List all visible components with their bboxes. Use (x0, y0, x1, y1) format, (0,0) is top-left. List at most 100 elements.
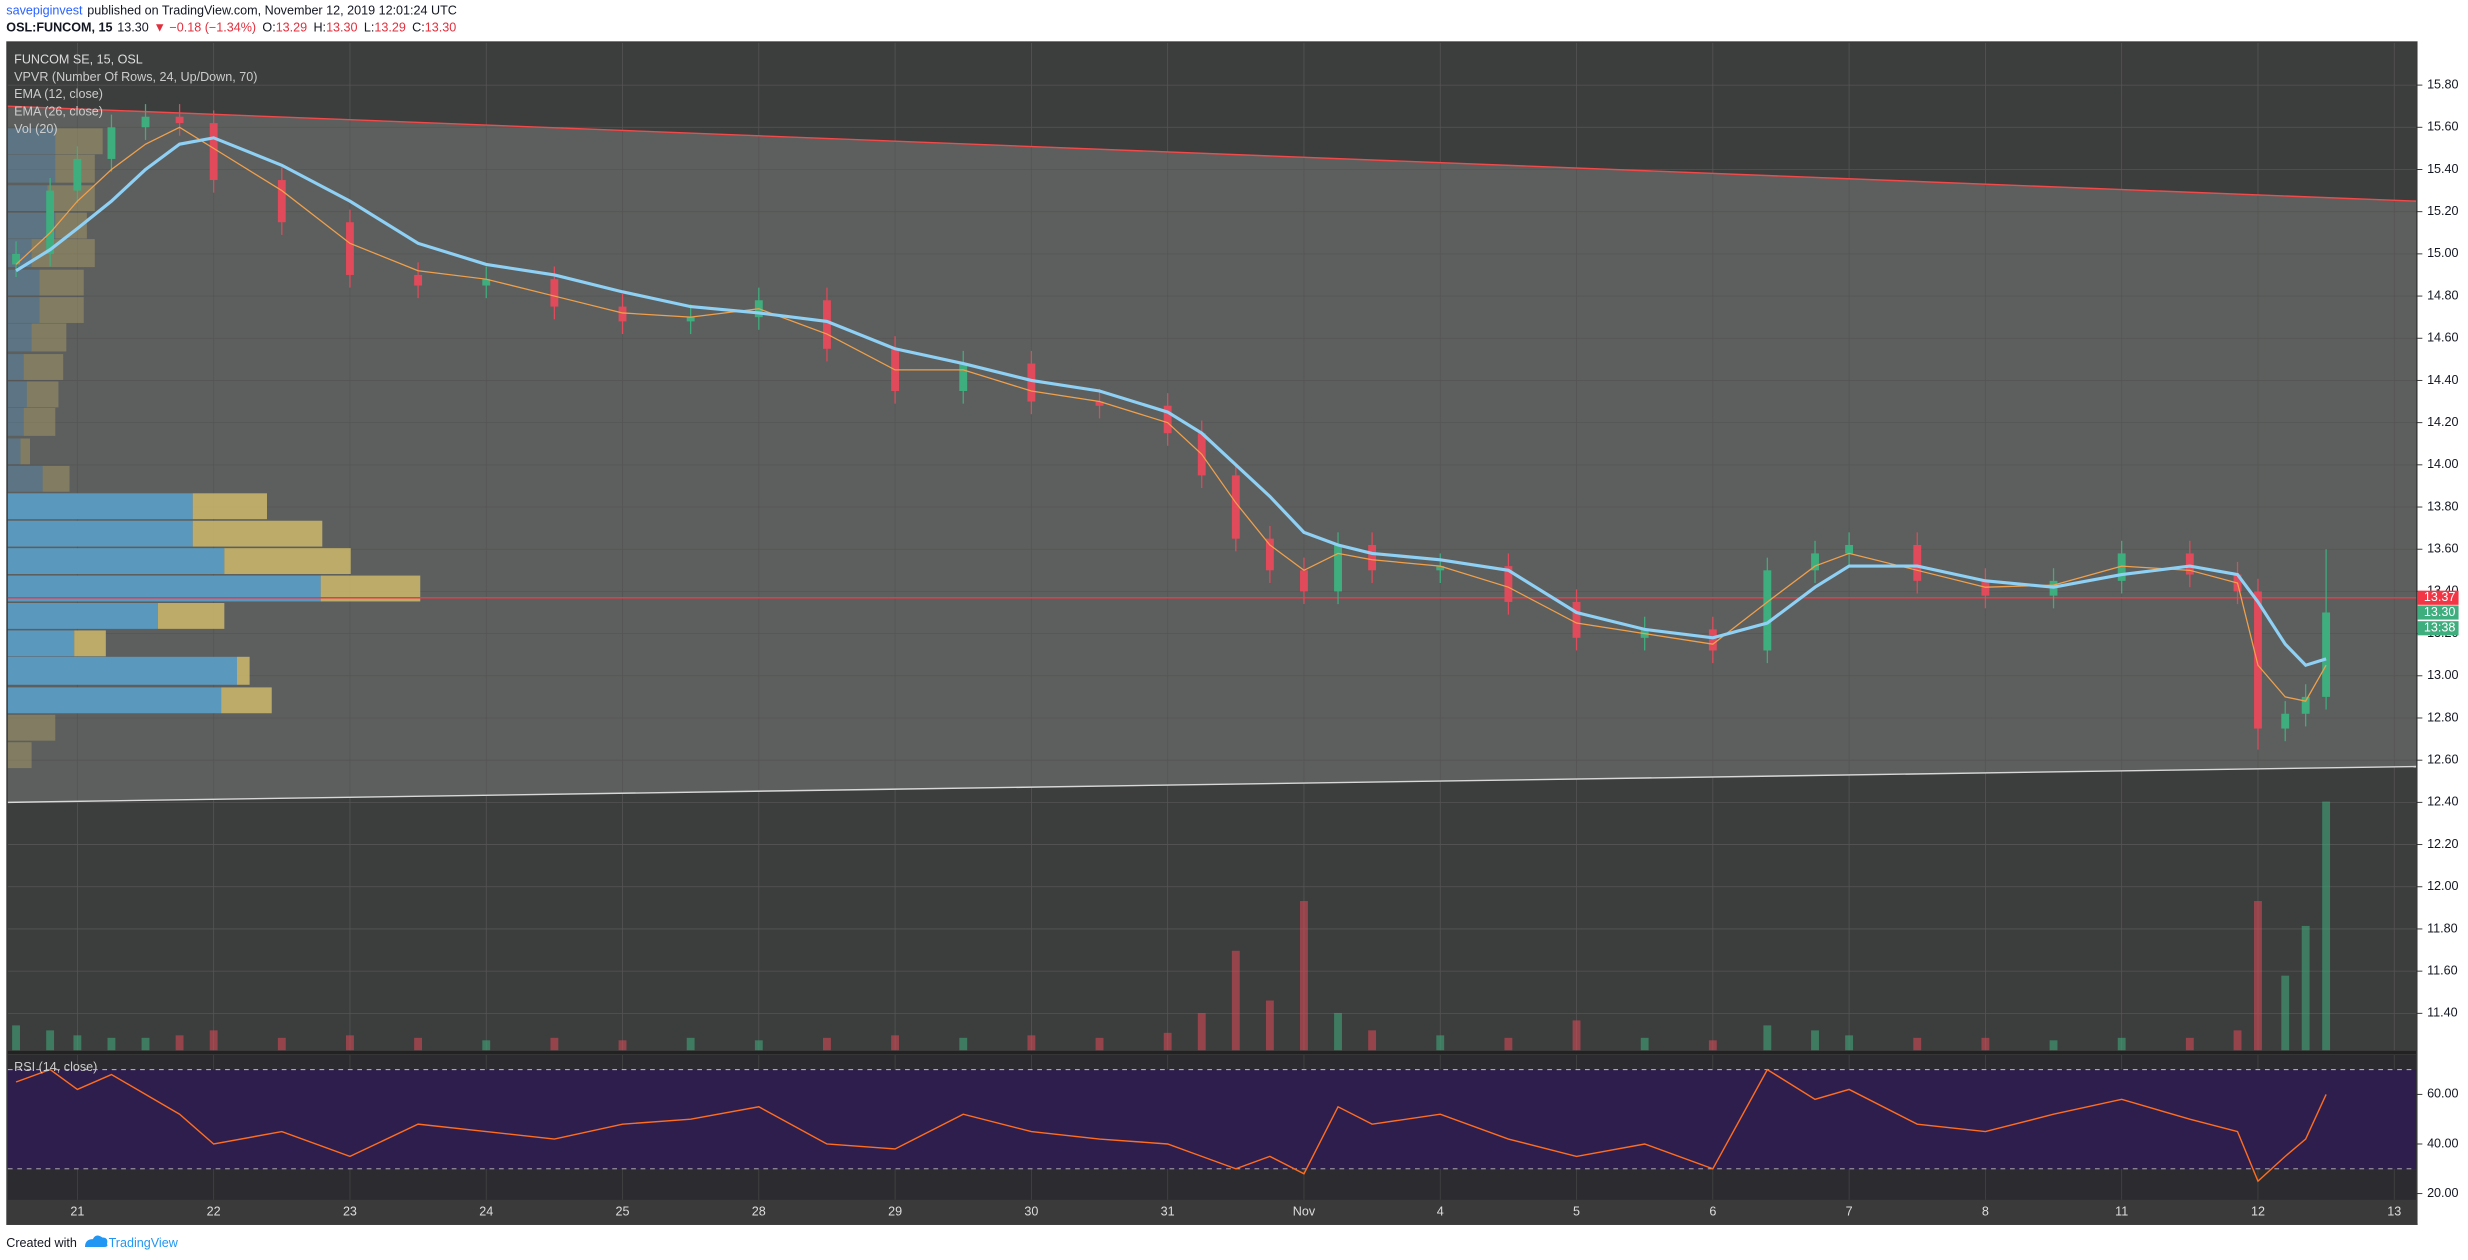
volume-bar (73, 1035, 82, 1051)
volume-bar (1027, 1035, 1036, 1051)
y-tick-label: 11.40 (2427, 1006, 2458, 1020)
x-tick-label: 21 (70, 1205, 84, 1219)
volume-bar (2117, 1037, 2126, 1051)
y-tick-label: 12.60 (2427, 753, 2458, 767)
vpvr-up (7, 297, 40, 323)
volume-bar (1708, 1040, 1717, 1051)
candle-body (1572, 601, 1581, 638)
candle-body (141, 116, 150, 128)
vpvr-down (7, 742, 32, 769)
y-tick-label: 12.20 (2427, 837, 2458, 851)
candle-body (2322, 612, 2331, 697)
volume-bar (107, 1037, 116, 1051)
candle-body (1231, 475, 1240, 539)
candle-body (107, 127, 116, 159)
y-tick-label: 11.60 (2427, 963, 2458, 977)
rsi-tick-label: 60.00 (2427, 1087, 2458, 1101)
candle-body (1436, 566, 1445, 571)
header-line: OSL:FUNCOM, 15 13.30 ▼ −0.18 (−1.34%) O:13.… (6, 21, 456, 35)
x-tick-label: 23 (343, 1205, 357, 1219)
x-tick-label: 13 (2387, 1205, 2401, 1219)
vpvr-up (7, 354, 24, 380)
volume-bar (754, 1040, 763, 1051)
vpvr-up (7, 407, 24, 436)
x-tick-label: 7 (1846, 1205, 1853, 1219)
legend-entry: EMA (12, close) (14, 87, 103, 101)
y-tick-label: 15.60 (2427, 120, 2458, 134)
volume-bar (823, 1037, 831, 1051)
volume-bar (1334, 1012, 1342, 1051)
x-tick-label: 11 (2115, 1205, 2128, 1219)
volume-bar (277, 1037, 286, 1051)
volume-bar (1640, 1037, 1649, 1051)
vpvr-up (7, 269, 40, 296)
vpvr-down (23, 354, 64, 380)
candle-body (1334, 544, 1342, 592)
y-tick-label: 15.20 (2427, 204, 2458, 218)
volume-bar (2185, 1037, 2194, 1051)
x-tick-label: 31 (1161, 1205, 1175, 1219)
volume-bar (12, 1025, 20, 1051)
y-tick-label: 14.00 (2427, 457, 2458, 471)
countdown: 13:38 (2424, 621, 2455, 635)
y-tick-label: 13.60 (2427, 542, 2458, 556)
y-tick-label: 15.00 (2427, 246, 2458, 260)
vpvr-down (192, 493, 267, 520)
volume-bar (891, 1035, 900, 1051)
volume-bar (346, 1035, 354, 1051)
rsi-line (15, 1068, 2327, 1183)
ema-line (15, 136, 2327, 668)
legend-entry: VPVR (Number Of Rows, 24, Up/Down, 70) (14, 70, 257, 84)
y-tick-label: 12.40 (2427, 795, 2458, 809)
y-tick-label: 14.80 (2427, 288, 2458, 302)
volume-bar (1368, 1030, 1377, 1051)
volume-bar (1913, 1037, 1922, 1051)
candle-body (73, 158, 82, 191)
rsi-tick-label: 20.00 (2427, 1186, 2458, 1200)
x-tick-label: 12 (2251, 1205, 2265, 1219)
candle-body (1265, 538, 1274, 571)
volume-bar (2281, 975, 2290, 1051)
candle-body (1708, 629, 1717, 651)
volume-bar (550, 1037, 559, 1051)
candle-body (2281, 713, 2290, 729)
volume-bar (1981, 1037, 1990, 1051)
x-tick-label: 6 (1709, 1205, 1716, 1219)
candle-body (46, 190, 55, 254)
volume-bar (414, 1037, 423, 1051)
vpvr-up (7, 323, 32, 352)
vpvr-down (192, 520, 323, 547)
price-tag-label: 13.30 (2424, 605, 2455, 619)
quote-part: L: (364, 21, 375, 35)
vpvr-up (7, 154, 56, 183)
volume-bar (46, 1030, 55, 1051)
volume-bar (1231, 950, 1240, 1051)
volume-bar (1197, 1012, 1206, 1051)
volume-bar (1504, 1037, 1513, 1051)
y-tick-label: 13.00 (2427, 668, 2458, 682)
volume-bar (1300, 901, 1308, 1051)
quote-part: H: (313, 21, 326, 35)
x-tick-label: 8 (1982, 1205, 1989, 1219)
vpvr-down (39, 269, 84, 296)
y-tick-label: 15.40 (2427, 162, 2458, 176)
channel-lower (7, 765, 2417, 804)
candle-body (1811, 553, 1819, 571)
x-tick-label: 28 (752, 1205, 766, 1219)
header-line: savepiginvest published on TradingView.co… (6, 4, 457, 18)
y-tick-label: 15.80 (2427, 77, 2458, 91)
candle-body (1300, 570, 1308, 592)
y-tick-label: 13.80 (2427, 499, 2458, 513)
candle-body (550, 279, 559, 307)
footer-text: Created with (6, 1236, 77, 1250)
candle-body (1027, 363, 1036, 402)
vpvr-up (7, 520, 193, 547)
candle-body (1163, 405, 1172, 434)
vpvr-down (224, 548, 351, 575)
x-tick-label: 25 (616, 1205, 630, 1219)
author: savepiginvest (6, 4, 83, 18)
legend-entry: Vol (20) (14, 122, 57, 136)
candle-body (12, 253, 20, 265)
quote-part: 13.30 (326, 21, 357, 35)
